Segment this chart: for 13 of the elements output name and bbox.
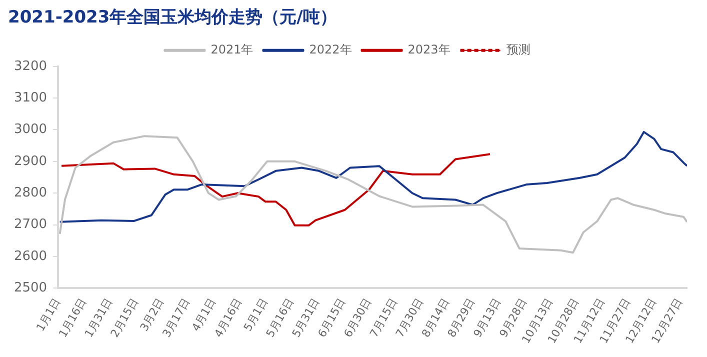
legend-label: 2021年 bbox=[210, 42, 254, 57]
legend-label: 2022年 bbox=[309, 42, 352, 57]
legend-label: 预测 bbox=[506, 42, 530, 57]
y-tick-label: 2500 bbox=[14, 280, 48, 296]
chart-title: 2021-2023年全国玉米均价走势（元/吨） bbox=[8, 8, 337, 28]
y-tick-label: 2600 bbox=[14, 248, 48, 264]
legend-label: 2023年 bbox=[408, 42, 450, 57]
y-tick-label: 2700 bbox=[14, 217, 48, 232]
y-tick-label: 2800 bbox=[14, 185, 48, 200]
y-tick-label: 3000 bbox=[14, 122, 48, 138]
y-tick-label: 3100 bbox=[14, 90, 48, 106]
y-tick-label: 2900 bbox=[14, 154, 48, 169]
y-tick-label: 3200 bbox=[14, 58, 48, 74]
